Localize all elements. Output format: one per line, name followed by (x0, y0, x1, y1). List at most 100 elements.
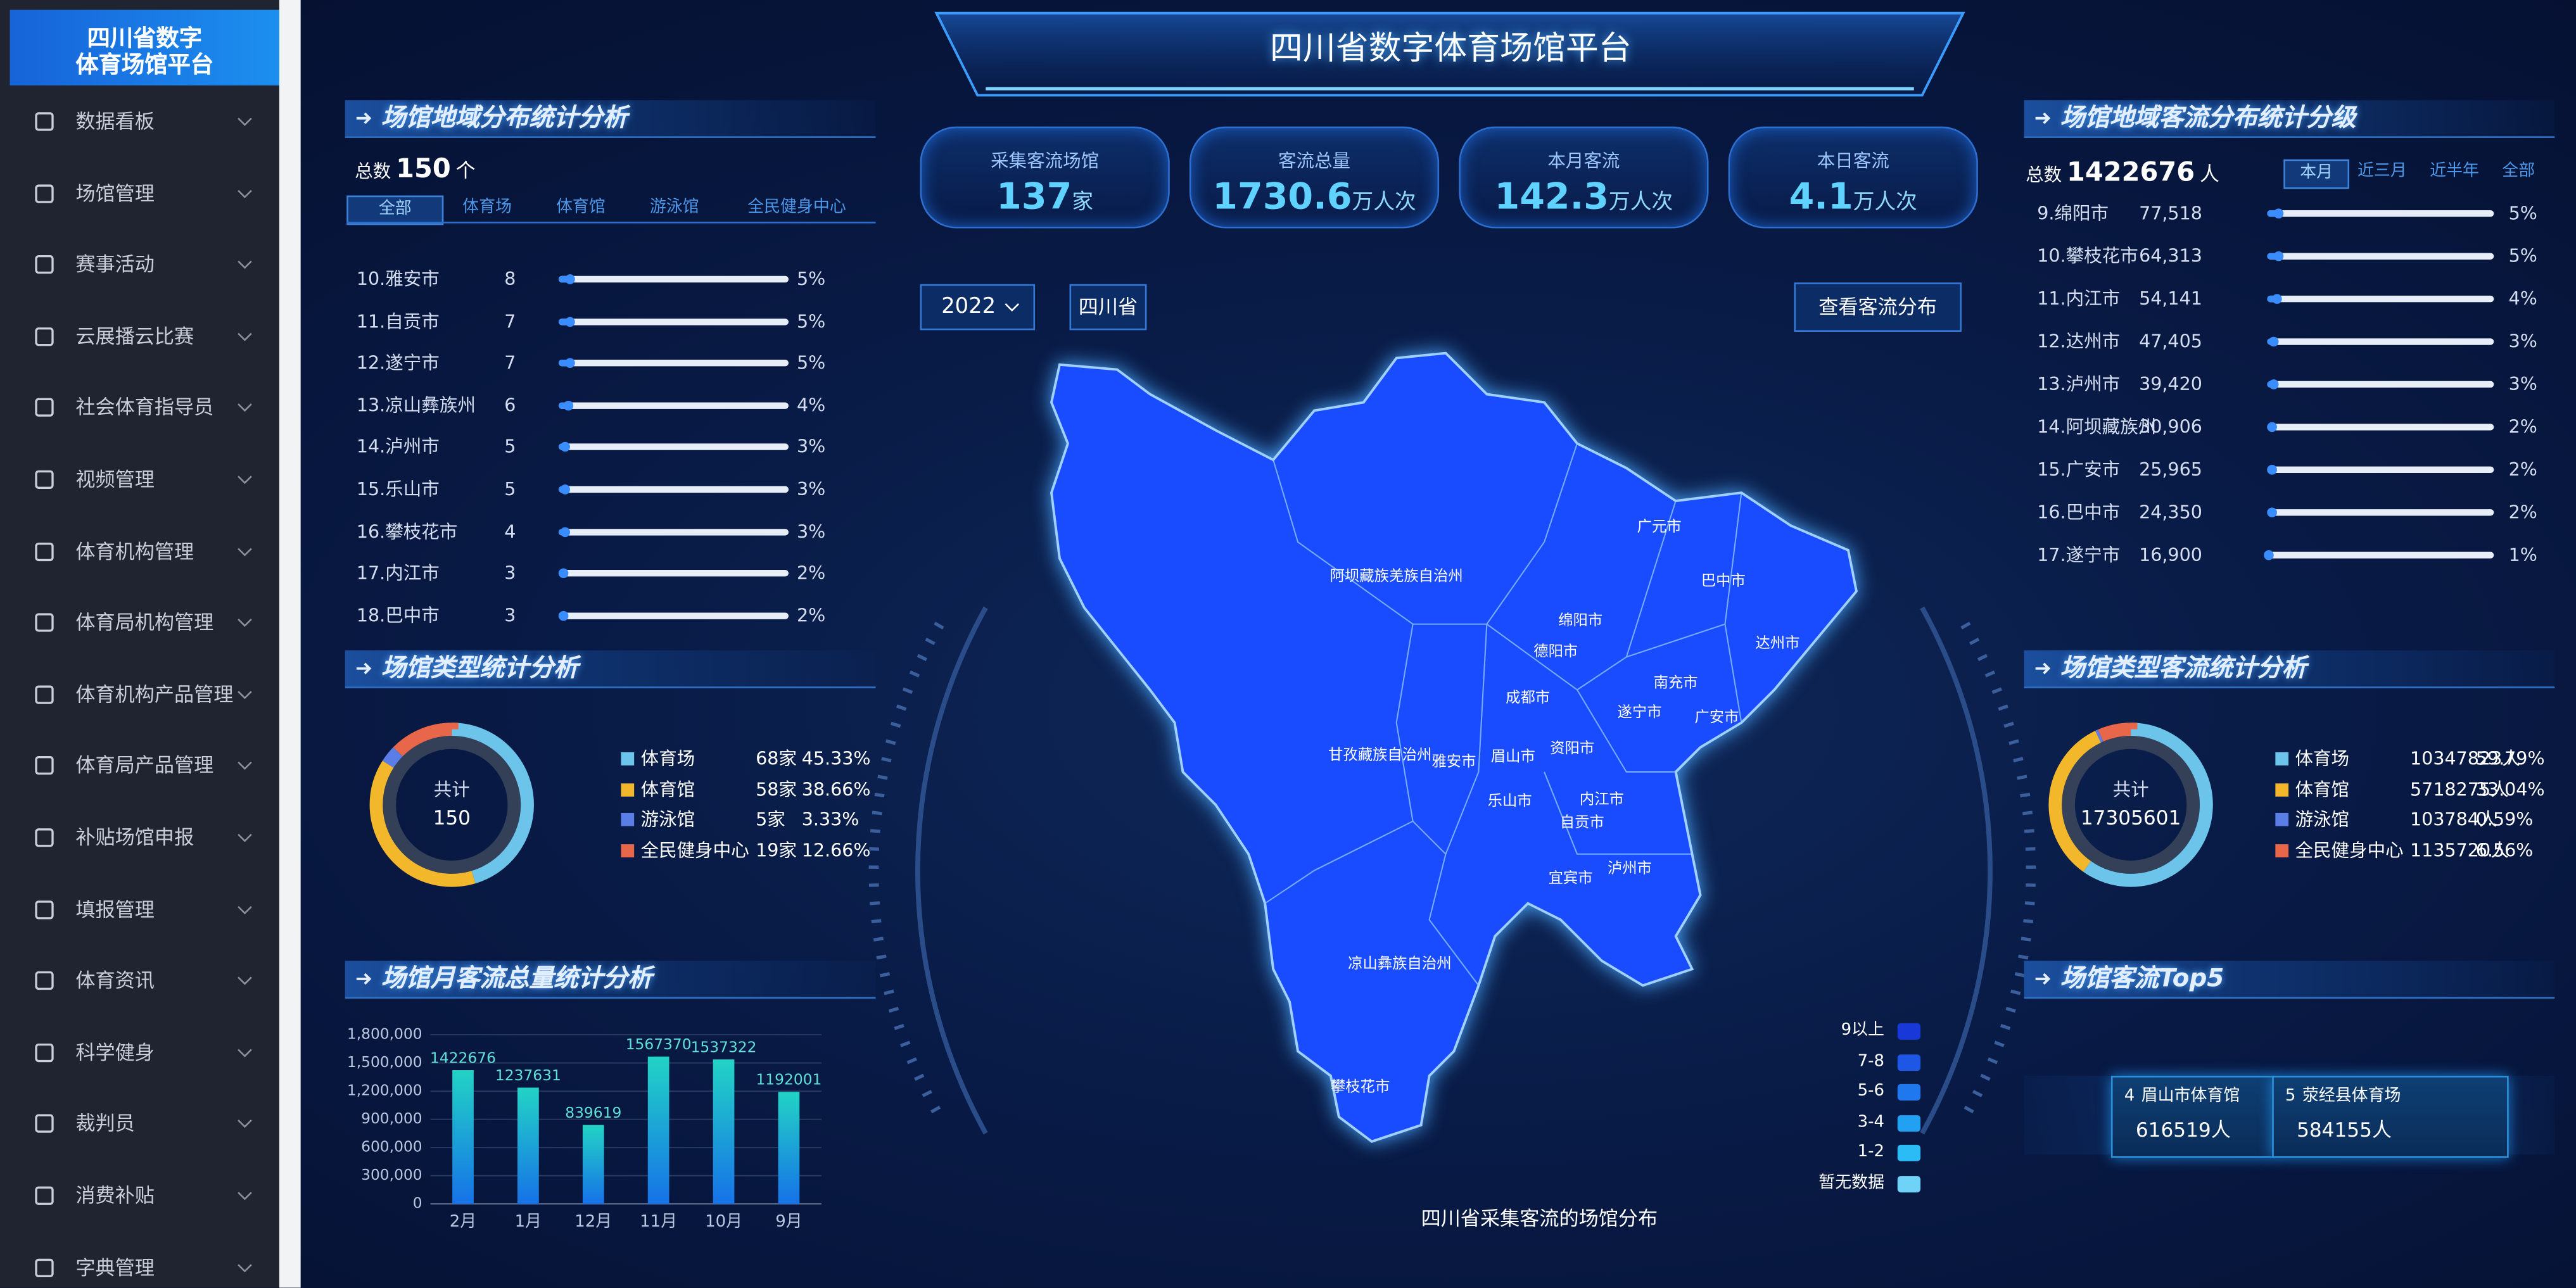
row-percent: 3% (2508, 331, 2537, 353)
chevron-line (238, 189, 252, 198)
panel-header: 场馆地域客流分布统计分级 (2024, 100, 2555, 138)
map-legend-swatch (1897, 1023, 1921, 1040)
chevron (238, 1120, 252, 1129)
donut-segment (369, 723, 534, 887)
sidebar: 四川省数字 体育场馆平台 数据看板 场馆管理 赛事活动 云展播云比赛 社会体育指导员 视频管… (0, 0, 279, 1288)
legend-percent: 3.33% (801, 809, 860, 831)
map-legend-label: 1-2 (1857, 1144, 1885, 1162)
menu-icon (35, 828, 54, 847)
tab[interactable]: 体育场 (440, 196, 534, 222)
bar (647, 1056, 669, 1204)
stat-label: 本日客流 (1817, 150, 1889, 172)
menu-label: 赛事活动 (75, 253, 155, 277)
menu-item[interactable]: 体育局产品管理 (0, 733, 279, 799)
bar-fill (558, 318, 571, 325)
map-caption: 四川省采集客流的场馆分布 (1421, 1207, 1658, 1230)
tab[interactable]: 全部 (2490, 160, 2546, 186)
menu-item[interactable]: 字典管理 (0, 1234, 279, 1287)
x-tick-label: 12月 (574, 1212, 612, 1231)
donut-center-label: 共计 (433, 779, 470, 801)
row-name: 15.广安市 (2037, 458, 2121, 481)
row-name: 17.内江市 (356, 562, 440, 584)
menu-item[interactable]: 体育资讯 (0, 948, 279, 1014)
menu-item[interactable]: 视频管理 (0, 447, 279, 513)
stat-value: 137家 (996, 180, 1093, 217)
bar-track (558, 275, 789, 283)
legend-percent: 59.79% (2475, 748, 2545, 770)
menu-item[interactable]: 裁判员 (0, 1091, 279, 1157)
menu-item[interactable]: 数据看板 (0, 89, 279, 155)
menu-item[interactable]: 填报管理 (0, 876, 279, 942)
menu-item[interactable]: 云展播云比赛 (0, 303, 279, 369)
menu-item[interactable]: 消费补贴 (0, 1163, 279, 1228)
card-title: 5 荥经县体育场 (2285, 1088, 2401, 1106)
icon-shape (35, 685, 54, 704)
x-tick-label: 2月 (450, 1212, 476, 1231)
tab-label: 体育场 (462, 198, 512, 217)
bar-knob (2269, 336, 2279, 347)
tab[interactable]: 全民健身中心 (721, 196, 873, 222)
menu-item[interactable]: 社会体育指导员 (0, 375, 279, 441)
tab-label: 近半年 (2430, 162, 2479, 181)
menu-item[interactable]: 赛事活动 (0, 232, 279, 298)
menu-label: 填报管理 (75, 897, 155, 921)
row-percent: 2% (796, 562, 826, 584)
chevron (238, 1263, 252, 1272)
total-value: 150 (396, 153, 451, 184)
header-arrow (356, 973, 372, 985)
legend-swatch (2275, 844, 2289, 858)
total-value: 1422676 (2066, 156, 2195, 187)
row-percent: 5% (796, 310, 826, 332)
stat-value: 142.3万人次 (1495, 180, 1673, 217)
tab[interactable]: 体育馆 (534, 196, 628, 222)
menu-item[interactable]: 体育局机构管理 (0, 590, 279, 656)
bar-track (558, 612, 789, 619)
menu-item[interactable]: 补贴场馆申报 (0, 805, 279, 871)
row-percent: 2% (2508, 458, 2537, 481)
row-name: 16.攀枝花市 (356, 521, 458, 543)
map-label: 南充市 (1653, 676, 1698, 693)
map-label: 成都市 (1506, 690, 1551, 707)
control[interactable]: 四川省 (1069, 284, 1147, 331)
bar-track (2267, 552, 2494, 559)
x-tick-label: 10月 (705, 1212, 742, 1231)
menu-label: 社会体育指导员 (75, 396, 214, 420)
card-rank: 4 (2124, 1087, 2135, 1106)
legend-swatch (621, 783, 635, 797)
control[interactable]: 查看客流分布 (1794, 282, 1962, 332)
tab[interactable]: 近半年 (2418, 160, 2490, 186)
menu-item[interactable]: 场馆管理 (0, 160, 279, 226)
legend-percent: 0.59% (2475, 809, 2534, 831)
map-label: 攀枝花市 (1330, 1080, 1390, 1097)
total-label: 总数 (2026, 164, 2062, 186)
menu-item[interactable]: 科学健身 (0, 1020, 279, 1085)
bar-knob (565, 316, 575, 327)
total: 总数 1422676 人 (2026, 158, 2219, 186)
chevron (238, 833, 252, 842)
panel-header: 场馆类型客流统计分析 (2024, 650, 2555, 688)
row-percent: 2% (2508, 416, 2537, 438)
data-label: 1237631 (495, 1066, 561, 1084)
chevron-line (238, 833, 252, 842)
menu-item[interactable]: 体育机构产品管理 (0, 662, 279, 728)
menu-label: 体育机构产品管理 (75, 683, 234, 706)
header-arrow (2035, 973, 2051, 985)
control[interactable]: 2022 (920, 284, 1036, 331)
menu-item[interactable]: 体育机构管理 (0, 519, 279, 584)
menu-label: 体育机构管理 (75, 540, 194, 563)
tab[interactable]: 全部 (346, 195, 444, 225)
data-label: 839619 (565, 1104, 621, 1121)
tab[interactable]: 本月 (2283, 159, 2350, 189)
icon-shape (35, 828, 54, 847)
header-arrow (356, 662, 372, 674)
map-label: 巴中市 (1701, 574, 1746, 591)
tab[interactable]: 近三月 (2346, 160, 2418, 186)
row-percent: 4% (796, 395, 826, 416)
map-label: 广安市 (1694, 710, 1739, 727)
arrow-shape (2035, 973, 2051, 985)
row-value: 7 (504, 310, 516, 332)
y-tick-label: 1,800,000 (347, 1025, 422, 1043)
tab[interactable]: 游泳馆 (628, 196, 721, 222)
panel-title: 场馆类型统计分析 (381, 653, 579, 683)
legend-percent: 38.66% (801, 778, 871, 800)
